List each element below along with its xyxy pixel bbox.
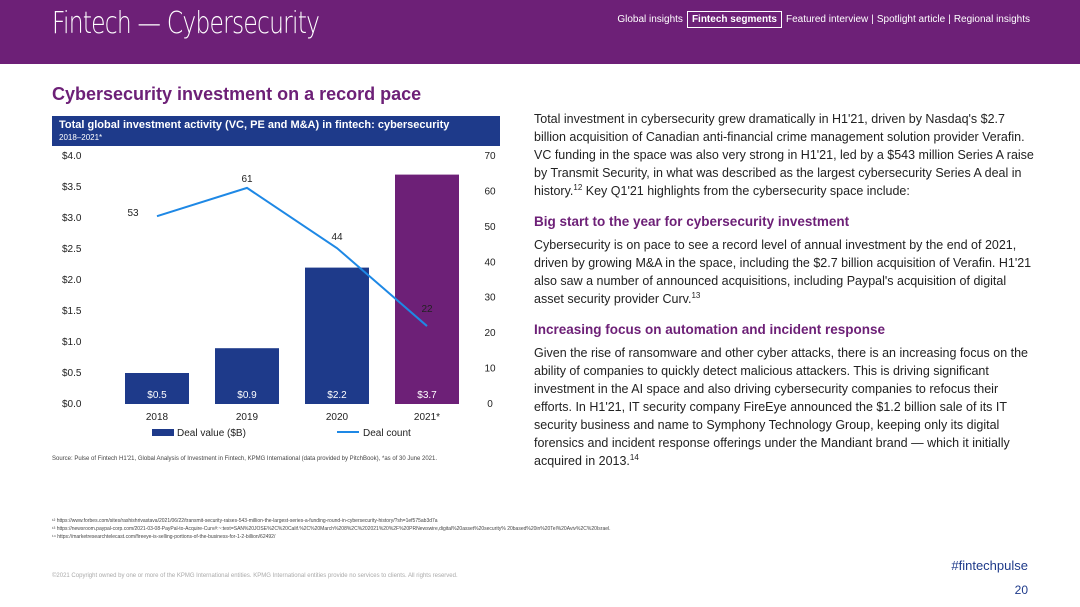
footnote-12[interactable]: ¹² https://www.forbes.com/sites/rashishr… xyxy=(52,518,438,524)
page-title: Fintech — Cybersecurity xyxy=(52,6,320,41)
chart-title: Total global investment activity (VC, PE… xyxy=(59,119,450,131)
nav-separator: | xyxy=(871,14,874,25)
left-axis-tick: $2.5 xyxy=(62,244,82,255)
section-title: Cybersecurity investment on a record pac… xyxy=(52,84,422,104)
right-axis-tick: 70 xyxy=(484,151,496,162)
footnotes: ¹² https://www.forbes.com/sites/rashishr… xyxy=(52,517,611,541)
subheading-automation: Increasing focus on automation and incid… xyxy=(534,322,886,337)
left-axis-tick: $4.0 xyxy=(62,151,82,162)
nav-spotlight-article[interactable]: Spotlight article xyxy=(876,14,946,25)
article-body: Total investment in cybersecurity grew d… xyxy=(534,110,1034,470)
chart-source: Source: Pulse of Fintech H1'21, Global A… xyxy=(52,456,438,462)
bar-value-label: $3.7 xyxy=(417,390,437,401)
right-axis-tick: 30 xyxy=(484,293,496,304)
left-axis-tick: $0.5 xyxy=(62,368,82,379)
copyright: ©2021 Copyright owned by one or more of … xyxy=(52,573,458,579)
deal-value-bar xyxy=(215,348,279,404)
right-axis-tick: 0 xyxy=(487,399,493,410)
chart-header: Total global investment activity (VC, PE… xyxy=(52,116,500,146)
left-axis-tick: $3.0 xyxy=(62,213,82,224)
deal-value-bar xyxy=(125,373,189,404)
nav-regional-insights[interactable]: Regional insights xyxy=(953,14,1030,25)
bar-value-label: $0.9 xyxy=(237,390,257,401)
paragraph-big-start: Cybersecurity is on pace to see a record… xyxy=(534,236,1034,308)
footnote-ref: 12 xyxy=(573,182,583,192)
footnote-ref: 13 xyxy=(691,290,701,300)
intro-paragraph: Total investment in cybersecurity grew d… xyxy=(534,110,1034,200)
deal-count-line xyxy=(156,186,428,327)
chart-subtitle: 2018–2021* xyxy=(59,133,103,142)
nav-fintech-segments[interactable]: Fintech segments xyxy=(686,11,782,28)
intro-text: Total investment in cybersecurity grew d… xyxy=(534,112,1034,198)
hashtag: #fintechpulse xyxy=(951,558,1028,573)
right-axis-tick: 60 xyxy=(484,186,496,197)
subheading-big-start: Big start to the year for cybersecurity … xyxy=(534,214,850,229)
line-value-label: 44 xyxy=(331,232,343,243)
x-axis-tick: 2021* xyxy=(414,412,440,423)
left-axis-tick: $2.0 xyxy=(62,275,82,286)
page-number: 20 xyxy=(1014,583,1028,597)
top-nav: Global insights Fintech segments Feature… xyxy=(617,11,1030,28)
left-axis-tick: $1.5 xyxy=(62,306,82,317)
line-value-label: 22 xyxy=(421,304,433,315)
left-axis-tick: $3.5 xyxy=(62,182,82,193)
deal-value-bar xyxy=(395,174,459,404)
right-axis-tick: 40 xyxy=(484,257,496,268)
line-value-label: 61 xyxy=(241,174,253,185)
bar-value-label: $2.2 xyxy=(327,390,347,401)
nav-global-insights[interactable]: Global insights xyxy=(617,14,683,25)
footnote-13[interactable]: ¹³ https://newsroom.paypal-corp.com/2021… xyxy=(52,526,611,532)
left-axis-tick: $1.0 xyxy=(62,337,82,348)
left-axis-tick: $0.0 xyxy=(62,399,82,410)
bar-value-label: $0.5 xyxy=(147,390,167,401)
footnote-14[interactable]: ¹⁴ https://marketresearchtelecast.com/fi… xyxy=(52,534,276,540)
legend-label-deal-value: Deal value ($B) xyxy=(177,428,246,439)
right-axis-tick: 10 xyxy=(484,364,496,375)
x-axis-tick: 2019 xyxy=(236,412,259,423)
right-axis-tick: 50 xyxy=(484,222,496,233)
investment-chart: $0.0 $0.5 $1.0 $1.5 $2.0 $2.5 $3.0 $3.5 $4.0 0 10 2… xyxy=(62,151,496,439)
legend-swatch-deal-value xyxy=(152,429,174,436)
deal-value-bar xyxy=(305,267,369,404)
paragraph-text: Cybersecurity is on pace to see a record… xyxy=(534,238,1032,306)
intro-text-end: Key Q1'21 highlights from the cybersecur… xyxy=(582,184,910,198)
x-axis-tick: 2020 xyxy=(326,412,349,423)
x-axis-tick: 2018 xyxy=(146,412,169,423)
nav-featured-interview[interactable]: Featured interview xyxy=(785,14,869,25)
page-header: Fintech — Cybersecurity Global insights … xyxy=(0,0,1080,64)
right-axis-tick: 20 xyxy=(484,328,496,339)
nav-separator: | xyxy=(948,14,951,25)
paragraph-automation: Given the rise of ransomware and other c… xyxy=(534,344,1034,470)
paragraph-text: Given the rise of ransomware and other c… xyxy=(534,346,1029,468)
legend-label-deal-count: Deal count xyxy=(363,428,411,439)
line-value-label: 53 xyxy=(127,208,139,219)
footnote-ref: 14 xyxy=(629,452,639,462)
